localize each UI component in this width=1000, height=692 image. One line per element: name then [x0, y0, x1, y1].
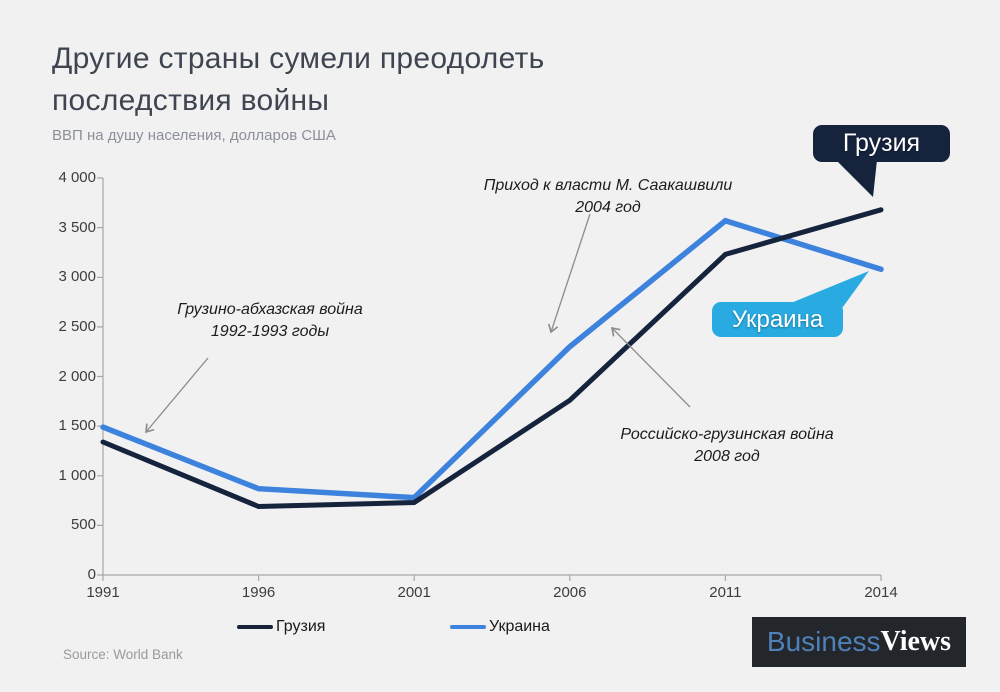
page-title: Другие страны сумели преодолеть последст…: [52, 38, 545, 122]
arrow-russo-georgian-war: [610, 326, 691, 408]
y-axis-tick-label: 3 500: [58, 218, 96, 236]
x-axis-tick-label: 2006: [553, 584, 587, 601]
x-axis-tick-label: 1996: [241, 584, 276, 601]
annotation-saakashvili: Приход к власти М. Саакашвили 2004 год: [458, 175, 758, 219]
y-axis-tick-label: 3 000: [58, 268, 96, 286]
y-axis-tick-label: 0: [87, 566, 96, 583]
ukraine-callout: Украина: [712, 302, 843, 337]
x-axis-tick-label: 2011: [709, 584, 742, 601]
ukraine-legend-swatch: [450, 625, 486, 629]
georgia-legend-swatch: [237, 625, 273, 629]
y-axis-tick-label: 4 000: [58, 169, 96, 186]
georgia-callout: Грузия: [813, 125, 950, 162]
annotation-russo-georgian-line2: 2008 год: [694, 448, 760, 465]
georgia-legend-label: Грузия: [276, 618, 326, 635]
x-axis-tick-label: 2001: [397, 584, 431, 601]
annotation-russo-georgian-war: Российско-грузинская война 2008 год: [587, 424, 867, 468]
x-axis-tick-label: 1991: [86, 584, 120, 601]
arrow-abkhaz-war: [145, 357, 209, 434]
businessviews-logo: Business Views: [752, 617, 966, 667]
ukraine-legend-label: Украина: [489, 618, 550, 635]
y-axis-tick-label: 1 500: [58, 417, 96, 435]
page-title-line2: последствия войны: [52, 84, 330, 117]
annotation-saakashvili-line1: Приход к власти М. Саакашвили: [483, 177, 733, 194]
y-axis-tick-label: 2 500: [58, 317, 96, 335]
arrow-saakashvili: [547, 213, 591, 334]
annotation-russo-georgian-line1: Российско-грузинская война: [620, 426, 834, 443]
georgia-callout-pointer: [836, 160, 877, 197]
y-axis-tick-label: 500: [70, 516, 96, 534]
annotation-abkhaz-war-line2: 1992-1993 годы: [210, 323, 330, 340]
legend-item-ukraine: Украина: [450, 616, 550, 638]
logo-text-views: Views: [880, 626, 952, 657]
y-axis-tick-label: 2 000: [58, 367, 96, 385]
ukraine-line: [100, 217, 884, 501]
chart-subtitle: ВВП на душу населения, долларов США: [52, 127, 336, 144]
axis-lines: [97, 177, 882, 581]
page-title-line1: Другие страны сумели преодолеть: [52, 42, 545, 75]
series-lines: [100, 207, 884, 510]
source-note: Source: World Bank: [63, 647, 183, 662]
georgia-line: [100, 207, 884, 510]
annotation-abkhaz-war: Грузино-абхазская война 1992-1993 годы: [140, 299, 400, 343]
annotation-saakashvili-line2: 2004 год: [575, 199, 641, 216]
y-axis-tick-label: 1 000: [58, 466, 96, 484]
x-axis-tick-label: 2014: [864, 584, 898, 601]
annotation-abkhaz-war-line1: Грузино-абхазская война: [177, 301, 363, 318]
ukraine-callout-pointer: [786, 271, 869, 311]
annotation-arrows: [145, 213, 691, 434]
logo-text-business: Business: [766, 626, 881, 657]
legend-item-georgia: Грузия: [237, 616, 325, 638]
